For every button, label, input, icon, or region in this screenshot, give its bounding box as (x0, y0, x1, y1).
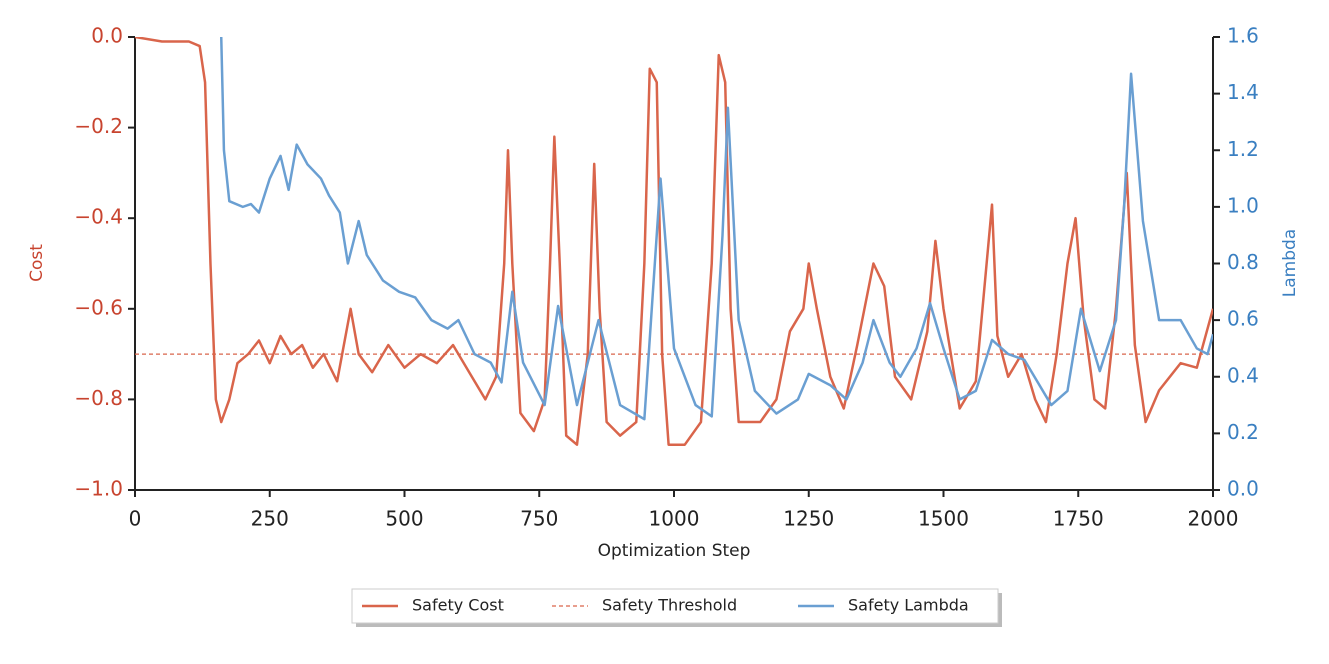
x-axis-label: Optimization Step (598, 541, 751, 561)
x-tick-label: 500 (385, 507, 423, 531)
y-tick-label: −0.6 (74, 295, 123, 319)
y2-tick-label: 0.2 (1227, 420, 1259, 444)
legend-label: Safety Lambda (848, 596, 969, 615)
y-tick-label: −0.8 (74, 386, 123, 410)
y2-tick-label: 1.4 (1227, 80, 1259, 104)
y2-tick-label: 1.6 (1227, 24, 1259, 48)
x-tick-label: 1000 (649, 507, 700, 531)
y2-tick-label: 1.2 (1227, 137, 1259, 161)
y-tick-label: −0.4 (74, 205, 123, 229)
x-tick-label: 750 (520, 507, 558, 531)
y2-tick-label: 0.4 (1227, 363, 1259, 387)
y2-tick-label: 0.8 (1227, 250, 1259, 274)
legend-label: Safety Threshold (602, 596, 737, 615)
y-tick-label: −1.0 (74, 477, 123, 501)
x-tick-label: 1750 (1053, 507, 1104, 531)
x-tick-label: 1500 (918, 507, 969, 531)
y-axis-label: Cost (27, 244, 47, 282)
x-tick-label: 2000 (1188, 507, 1239, 531)
legend (351, 588, 999, 624)
plot-area (135, 37, 1213, 446)
x-tick-label: 250 (251, 507, 289, 531)
y-tick-label: −0.2 (74, 114, 123, 138)
series-line (219, 37, 1213, 421)
x-tick-label: 1250 (783, 507, 834, 531)
y2-tick-label: 1.0 (1227, 193, 1259, 217)
y2-axis-label: Lambda (1280, 229, 1300, 297)
y2-tick-label: 0.6 (1227, 307, 1259, 331)
y2-tick-label: 0.0 (1227, 477, 1259, 501)
y-tick-label: 0.0 (91, 24, 123, 48)
series-line (135, 37, 1213, 446)
legend-label: Safety Cost (412, 596, 504, 615)
x-tick-label: 0 (129, 507, 142, 531)
